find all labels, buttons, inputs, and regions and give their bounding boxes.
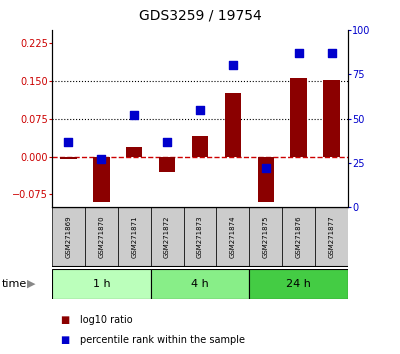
- Text: 24 h: 24 h: [286, 279, 311, 289]
- Text: GSM271877: GSM271877: [328, 216, 334, 258]
- Bar: [93, 156, 110, 202]
- Bar: [249, 207, 282, 267]
- Bar: [151, 269, 249, 299]
- Point: [230, 63, 236, 68]
- Text: GSM271872: GSM271872: [164, 216, 170, 258]
- Bar: [258, 156, 274, 202]
- Bar: [184, 207, 216, 267]
- Bar: [282, 207, 315, 267]
- Bar: [216, 207, 249, 267]
- Text: GSM271876: GSM271876: [296, 216, 302, 258]
- Point: [131, 112, 138, 118]
- Text: ■: ■: [60, 335, 69, 345]
- Text: GSM271870: GSM271870: [98, 216, 104, 258]
- Text: GSM271871: GSM271871: [131, 216, 137, 258]
- Bar: [323, 80, 340, 156]
- Text: log10 ratio: log10 ratio: [80, 315, 133, 325]
- Bar: [315, 207, 348, 267]
- Point: [262, 165, 269, 171]
- Bar: [249, 269, 348, 299]
- Text: GSM271873: GSM271873: [197, 216, 203, 258]
- Bar: [126, 147, 142, 156]
- Text: ▶: ▶: [27, 279, 36, 289]
- Point: [296, 50, 302, 56]
- Point: [328, 50, 335, 56]
- Bar: [52, 207, 85, 267]
- Text: 1 h: 1 h: [92, 279, 110, 289]
- Bar: [60, 156, 77, 159]
- Point: [98, 156, 104, 162]
- Bar: [290, 78, 307, 156]
- Bar: [225, 93, 241, 156]
- Text: GDS3259 / 19754: GDS3259 / 19754: [139, 9, 261, 23]
- Text: time: time: [2, 279, 27, 289]
- Bar: [192, 136, 208, 156]
- Bar: [52, 269, 151, 299]
- Bar: [118, 207, 151, 267]
- Text: percentile rank within the sample: percentile rank within the sample: [80, 335, 245, 345]
- Point: [65, 139, 72, 144]
- Text: 4 h: 4 h: [191, 279, 209, 289]
- Text: GSM271875: GSM271875: [263, 216, 269, 258]
- Text: ■: ■: [60, 315, 69, 325]
- Text: GSM271869: GSM271869: [66, 216, 72, 258]
- Point: [164, 139, 170, 144]
- Bar: [151, 207, 184, 267]
- Bar: [85, 207, 118, 267]
- Text: GSM271874: GSM271874: [230, 216, 236, 258]
- Point: [197, 107, 203, 113]
- Bar: [159, 156, 175, 172]
